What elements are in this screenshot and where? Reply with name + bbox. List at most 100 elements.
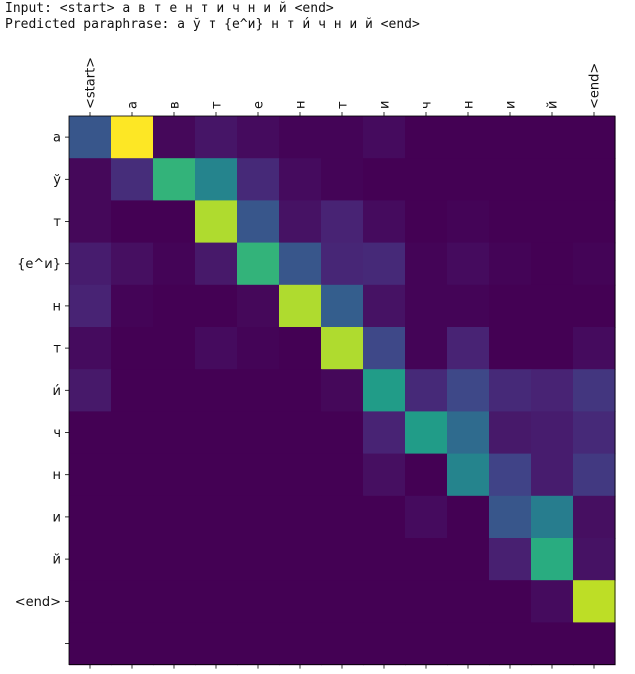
heatmap-cell: [447, 116, 490, 159]
heatmap-cell: [447, 327, 490, 370]
heatmap-cell: [405, 369, 448, 412]
heatmap-cell: [69, 453, 112, 497]
x-tick-label: ч: [420, 101, 435, 109]
heatmap-cell: [573, 495, 616, 539]
heatmap-cell: [489, 580, 532, 623]
heatmap-cell: [237, 495, 280, 539]
x-tick-label: <end>: [588, 63, 603, 109]
x-tick-label: в: [168, 101, 183, 109]
heatmap-cell: [237, 116, 280, 159]
heatmap-cell: [153, 242, 196, 286]
heatmap-cell: [279, 411, 322, 455]
heatmap-cell: [111, 327, 154, 370]
heatmap-cell: [447, 495, 490, 539]
heatmap-cell: [405, 284, 448, 328]
heatmap-cell: [489, 369, 532, 412]
heatmap-cell: [195, 200, 238, 244]
y-tick-label: н: [53, 299, 62, 314]
heatmap-cell: [363, 580, 406, 623]
heatmap-cell: [489, 116, 532, 159]
heatmap-cell: [321, 495, 364, 539]
heatmap-cell: [279, 242, 322, 286]
heatmap-cell: [321, 158, 364, 201]
heatmap-cell: [111, 200, 154, 244]
heatmap-cell: [111, 453, 154, 497]
heatmap-cell: [237, 622, 280, 666]
heatmap-cell: [279, 538, 322, 581]
x-tick-label: н: [294, 101, 309, 110]
heatmap-cell: [363, 411, 406, 455]
heatmap-cell: [111, 116, 154, 159]
heatmap-cell: [237, 453, 280, 497]
heatmap-cell: [237, 158, 280, 201]
heatmap-cell: [153, 495, 196, 539]
heatmap-cell: [69, 284, 112, 328]
heatmap-cell: [489, 453, 532, 497]
heatmap-cell: [573, 158, 616, 201]
heatmap-cell: [573, 411, 616, 455]
heatmap-cell: [195, 116, 238, 159]
heatmap-cell: [405, 495, 448, 539]
heatmap-cell: [69, 495, 112, 539]
heatmap-cell: [195, 242, 238, 286]
x-tick-label: е: [252, 101, 267, 109]
y-tick-label: {e^и}: [17, 257, 61, 272]
heatmap-cell: [573, 622, 616, 666]
heatmap-cell: [153, 411, 196, 455]
heatmap-cell: [111, 369, 154, 412]
x-tick-label: т: [336, 101, 351, 109]
heatmap-cell: [531, 538, 574, 581]
heatmap-cell: [237, 327, 280, 370]
heatmap-cell: [363, 327, 406, 370]
input-sequence-text: Input: <start> а в т е н т и ч н и й <en…: [5, 1, 334, 16]
heatmap-cell: [447, 242, 490, 286]
predicted-paraphrase-text: Predicted paraphrase: а ў т {e^и} н т и́…: [5, 17, 420, 32]
heatmap-cell: [363, 116, 406, 159]
heatmap-cell: [531, 158, 574, 201]
heatmap-cell: [447, 580, 490, 623]
heatmap-cell: [111, 622, 154, 666]
y-tick-label: а: [53, 131, 61, 146]
heatmap-cell: [195, 580, 238, 623]
heatmap-cell: [153, 200, 196, 244]
heatmap-cell: [195, 284, 238, 328]
heatmap-cell: [195, 411, 238, 455]
y-tick-label: и́: [53, 384, 61, 399]
heatmap-cell: [531, 369, 574, 412]
heatmap-cell: [363, 538, 406, 581]
heatmap-cell: [69, 242, 112, 286]
heatmap-cell: [237, 200, 280, 244]
heatmap-cell: [573, 538, 616, 581]
heatmap-cell: [321, 116, 364, 159]
heatmap-cell: [489, 622, 532, 666]
heatmap-cell: [363, 622, 406, 666]
heatmap-cell: [279, 158, 322, 201]
heatmap-cell: [573, 580, 616, 623]
heatmap-cell: [405, 453, 448, 497]
heatmap-cell: [363, 453, 406, 497]
y-tick-label: ў: [53, 173, 61, 188]
heatmap-cell: [111, 495, 154, 539]
heatmap-cell: [279, 284, 322, 328]
heatmap-cell: [153, 284, 196, 328]
heatmap-cell: [531, 242, 574, 286]
heatmap-cell: [447, 284, 490, 328]
heatmap-cell: [279, 327, 322, 370]
x-tick-label: н: [462, 101, 477, 110]
heatmap-cell: [573, 200, 616, 244]
heatmap-cell: [531, 622, 574, 666]
heatmap-cell: [237, 411, 280, 455]
heatmap-cell: [573, 116, 616, 159]
heatmap-cell: [489, 284, 532, 328]
heatmap-cell: [489, 242, 532, 286]
heatmap-cell: [447, 453, 490, 497]
heatmap-cell: [69, 538, 112, 581]
heatmap-cell: [69, 411, 112, 455]
heatmap-cell: [405, 327, 448, 370]
x-tick-label: т: [210, 101, 225, 109]
x-tick-label: й: [546, 101, 561, 109]
heatmap-cell: [153, 116, 196, 159]
heatmap-cell: [153, 622, 196, 666]
heatmap-cell: [531, 580, 574, 623]
